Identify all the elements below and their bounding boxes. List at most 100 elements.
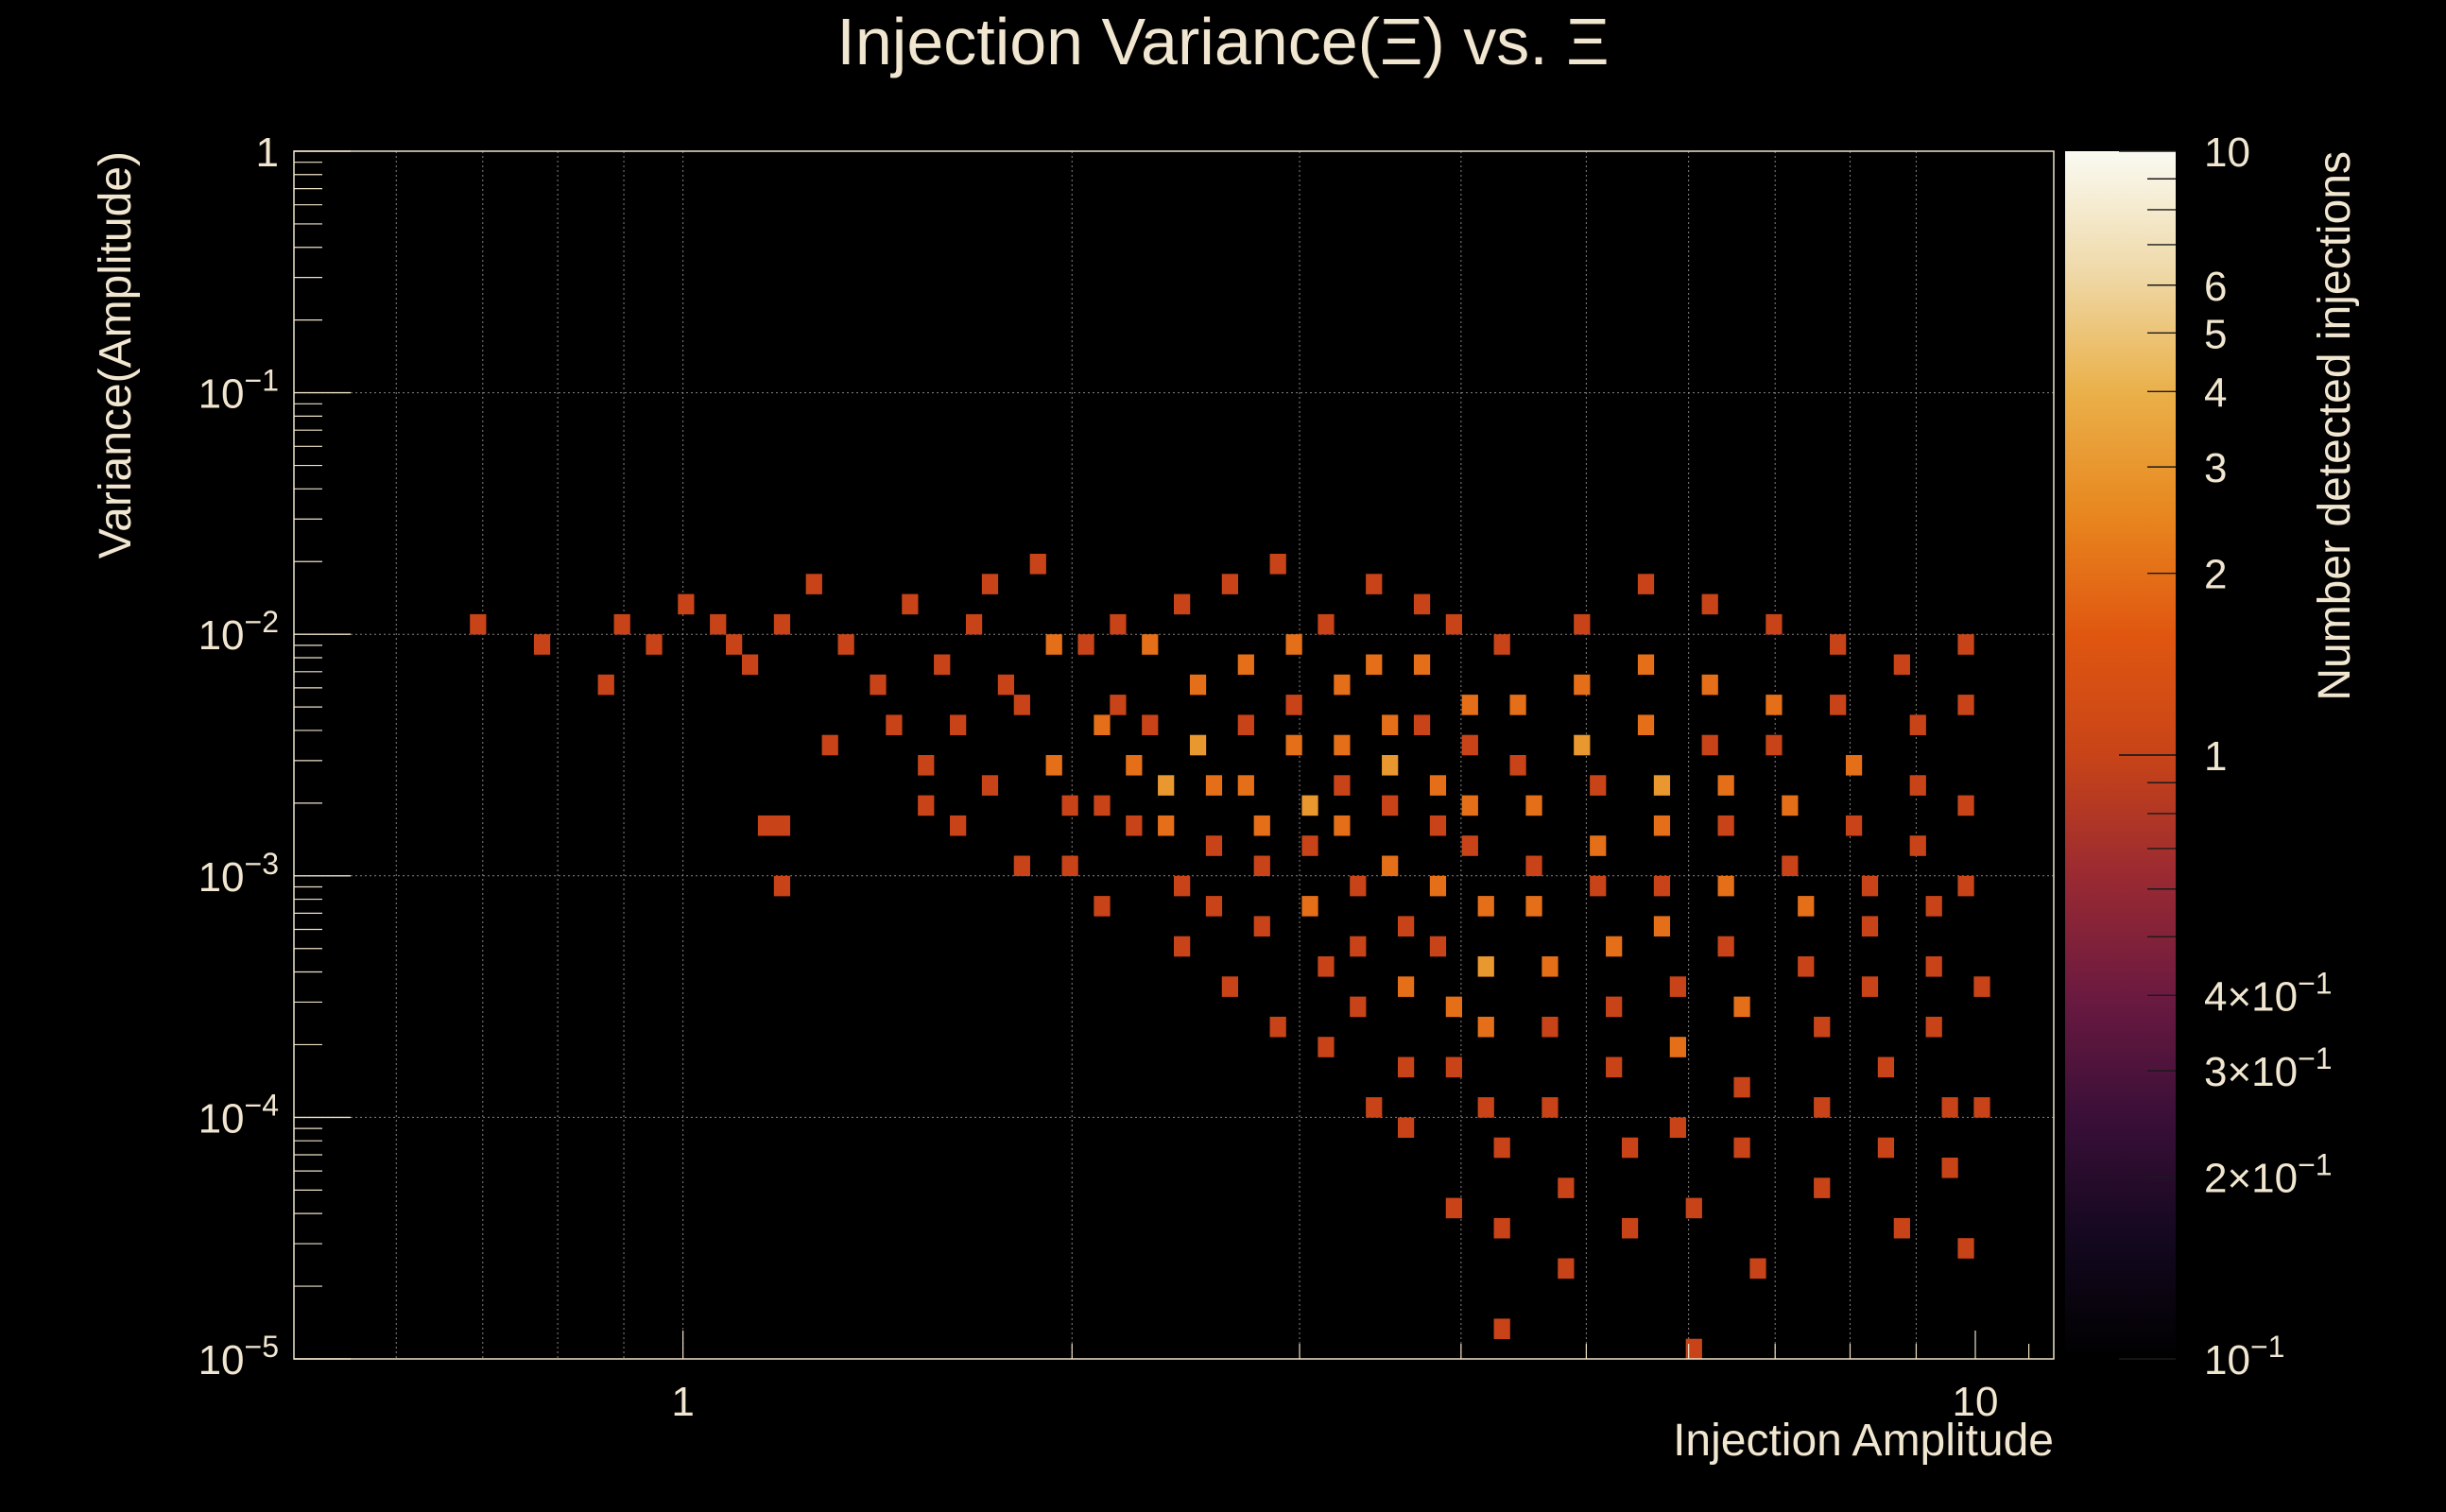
- heatmap-bin: [981, 574, 999, 594]
- heatmap-bin: [1957, 795, 1974, 816]
- heatmap-bin: [741, 654, 759, 676]
- colorbar-tick-label: 4×10−1: [2204, 966, 2333, 1020]
- heatmap-bin: [1525, 795, 1542, 816]
- heatmap-bin: [1525, 855, 1542, 877]
- colorbar-tick-label: 2×10−1: [2204, 1148, 2333, 1202]
- heatmap-bin: [1253, 855, 1270, 877]
- heatmap-bin: [1126, 815, 1143, 836]
- heatmap-bin: [1925, 956, 1942, 977]
- heatmap-bin: [934, 654, 951, 676]
- heatmap-bin: [1621, 1217, 1639, 1239]
- heatmap-bin: [1941, 1097, 1958, 1118]
- heatmap-bin: [1606, 936, 1623, 957]
- heatmap-bin: [1925, 1016, 1942, 1038]
- heatmap-bin: [1285, 634, 1302, 655]
- heatmap-bin: [1653, 775, 1671, 796]
- heatmap-bin: [1542, 1016, 1559, 1038]
- heatmap-bin: [1749, 1258, 1766, 1280]
- y-axis-minor-ticks: [294, 162, 322, 1287]
- colorbar-ticks: 10 65 4 3 2 1 4×10−1 3×10−1 2×10−1 10−1: [2119, 129, 2333, 1383]
- heatmap-bin: [1350, 936, 1367, 957]
- heatmap-bin: [1110, 695, 1127, 715]
- heatmap-bin: [1397, 1057, 1415, 1078]
- heatmap-bin: [1382, 855, 1399, 877]
- x-axis-ticks: 1 10: [671, 1331, 2030, 1425]
- chart-title: Injection Variance(Ξ) vs. Ξ: [836, 5, 1609, 78]
- colorbar-tick-label: 2: [2204, 552, 2227, 598]
- heatmap-bin: [1830, 634, 1847, 655]
- heatmap-bin: [886, 714, 903, 735]
- heatmap-bin: [1733, 1137, 1750, 1159]
- heatmap-bin: [1174, 875, 1191, 897]
- heatmap-bin: [1798, 896, 1815, 917]
- heatmap-bin: [1253, 815, 1270, 836]
- heatmap-bin: [773, 875, 791, 897]
- heatmap-bin: [1717, 775, 1734, 796]
- heatmap-bin: [1301, 896, 1318, 917]
- heatmap-bin: [1717, 936, 1734, 957]
- heatmap-bin: [1189, 734, 1207, 756]
- plot-frame: [293, 150, 2055, 1360]
- heatmap-bin: [1973, 1097, 1990, 1118]
- heatmap-bin: [1669, 1037, 1686, 1057]
- heatmap-bin: [1957, 634, 1974, 655]
- heatmap-bin: [1253, 916, 1270, 936]
- heatmap-bin: [1301, 795, 1318, 816]
- colorbar-tick-label: 1: [2204, 733, 2227, 780]
- heatmap-bin: [1094, 714, 1111, 735]
- heatmap-bin: [1269, 1016, 1286, 1038]
- heatmap-bin: [1382, 795, 1399, 816]
- heatmap-bin: [773, 815, 791, 836]
- heatmap-bin: [757, 815, 775, 836]
- heatmap-bin: [1334, 815, 1351, 836]
- x-axis-label: Injection Amplitude: [1673, 1416, 2054, 1466]
- y-tick-label: 10−2: [198, 605, 279, 659]
- heatmap-bin: [918, 795, 935, 816]
- heatmap-bin: [1382, 755, 1399, 776]
- colorbar-tick-label: 3×10−1: [2204, 1041, 2333, 1095]
- colorbar-tick-label: 10−1: [2204, 1330, 2284, 1383]
- heatmap-bin: [1669, 976, 1686, 997]
- heatmap-bin: [1158, 775, 1175, 796]
- heatmap-bin: [821, 734, 838, 756]
- heatmap-bin: [1669, 1117, 1686, 1138]
- heatmap-bin: [965, 613, 983, 635]
- heatmap-bin: [1733, 1076, 1750, 1098]
- heatmap-bin: [1366, 574, 1383, 594]
- heatmap-bin: [1237, 654, 1254, 676]
- heatmap-bin: [1397, 976, 1415, 997]
- heatmap-bin: [997, 674, 1015, 696]
- heatmap-bin: [1237, 775, 1254, 796]
- heatmap-bin: [1637, 654, 1655, 676]
- heatmap-bin: [1798, 956, 1815, 977]
- heatmap-bin: [1606, 996, 1623, 1018]
- heatmap-bin: [1045, 634, 1062, 655]
- heatmap-bin: [1590, 835, 1607, 856]
- heatmap-bin: [1269, 554, 1286, 575]
- heatmap-bin: [1350, 875, 1367, 897]
- heatmap-bin: [1509, 755, 1526, 776]
- heatmap-bin: [1445, 1197, 1462, 1219]
- heatmap-bin: [1461, 734, 1478, 756]
- heatmap-bin: [1477, 896, 1494, 917]
- heatmap-bin: [1094, 795, 1111, 816]
- colorbar-label: Number detected injections: [2310, 151, 2360, 701]
- colorbar-tick-label: 6: [2204, 264, 2227, 310]
- heatmap-bin: [1766, 695, 1783, 715]
- y-tick-label: 1: [256, 129, 279, 176]
- heatmap-bin: [1830, 695, 1847, 715]
- y-tick-label: 10−3: [198, 847, 279, 901]
- heatmap-bin: [1637, 574, 1655, 594]
- heatmap-bin: [1445, 996, 1462, 1018]
- heatmap-bin: [1045, 755, 1062, 776]
- heatmap-bin: [1558, 1177, 1575, 1198]
- heatmap-bin: [1205, 896, 1223, 917]
- heatmap-bin: [1861, 916, 1879, 936]
- heatmap-bin: [1701, 674, 1718, 696]
- heatmap-bin: [1685, 1338, 1702, 1359]
- heatmap-bin: [1350, 996, 1367, 1018]
- heatmap-bin: [1366, 1097, 1383, 1118]
- heatmap-bin: [1653, 815, 1671, 836]
- heatmap-bin: [1429, 775, 1447, 796]
- heatmap-bin: [1477, 1097, 1494, 1118]
